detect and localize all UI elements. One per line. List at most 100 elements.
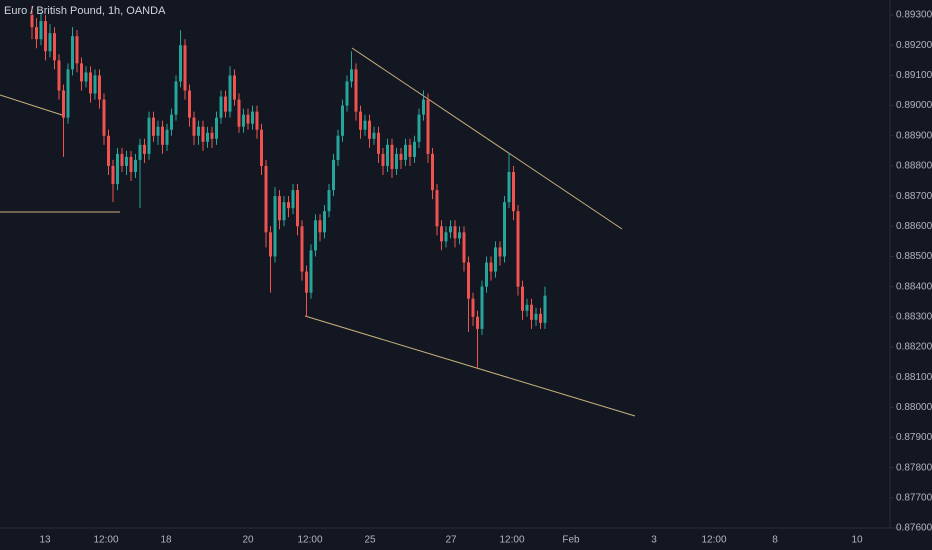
candle-body <box>71 36 74 70</box>
candle-body <box>233 75 236 100</box>
candle-body <box>152 117 155 136</box>
candle-body <box>165 129 169 145</box>
candle-body <box>516 211 520 287</box>
candle-body <box>431 153 434 191</box>
candle-body <box>426 99 430 154</box>
y-tick-label: 0.89100 <box>896 70 932 81</box>
y-tick-label: 0.88700 <box>896 191 932 202</box>
candle-body <box>129 156 133 172</box>
candle-body <box>89 72 92 94</box>
y-tick-label: 0.89000 <box>896 100 932 111</box>
x-tick-label: 12:00 <box>93 535 118 546</box>
x-tick-label: 3 <box>651 535 657 546</box>
candle-body <box>309 250 313 293</box>
candle-body <box>138 144 142 160</box>
candle-body <box>381 153 385 166</box>
candle-body <box>264 165 268 233</box>
candle-body <box>314 220 317 251</box>
y-tick-label: 0.88100 <box>896 372 932 383</box>
candle-body <box>372 132 376 139</box>
candle-body <box>84 72 88 82</box>
candles <box>30 6 547 369</box>
y-tick-label: 0.88000 <box>896 402 932 413</box>
candle-body <box>255 111 259 130</box>
x-tick-label: 27 <box>445 535 457 546</box>
y-tick-label: 0.87800 <box>896 462 932 473</box>
candle-body <box>341 105 344 136</box>
candle-body <box>260 129 263 166</box>
x-tick-label: 10 <box>851 535 863 546</box>
candle-body <box>125 156 128 166</box>
candle-body <box>444 232 448 242</box>
candle-body <box>53 33 56 61</box>
trend-line <box>351 47 623 230</box>
y-tick-label: 0.88300 <box>896 311 932 322</box>
x-tick-label: 12:00 <box>499 535 524 546</box>
y-tick-label: 0.87900 <box>896 432 932 443</box>
candle-body <box>251 111 254 124</box>
candle-body <box>539 313 542 323</box>
candle-body <box>143 144 146 154</box>
candle-body <box>467 262 470 299</box>
candle-body <box>300 226 304 272</box>
x-tick-label: 12:00 <box>297 535 322 546</box>
candle-body <box>390 144 394 169</box>
candle-body <box>98 75 101 100</box>
candle-body <box>215 117 218 139</box>
candle-body <box>318 220 322 233</box>
candle-body <box>408 144 412 157</box>
candle-body <box>57 60 61 91</box>
candle-body <box>161 126 164 145</box>
candle-body <box>489 262 493 272</box>
y-tick-label: 0.87600 <box>896 523 932 534</box>
candle-body <box>327 190 331 212</box>
candle-body <box>93 75 97 94</box>
candle-body <box>417 114 421 142</box>
x-tick-label: 12:00 <box>701 535 726 546</box>
candle-body <box>287 202 290 209</box>
candle-body <box>449 226 452 233</box>
candle-body <box>48 33 52 52</box>
candle-body <box>39 21 43 40</box>
candle-body <box>111 165 115 185</box>
candle-body <box>363 120 367 130</box>
candle-body <box>462 232 466 263</box>
candle-body <box>494 247 497 272</box>
candle-body <box>219 96 223 118</box>
candle-body <box>179 45 182 82</box>
y-tick-label: 0.88500 <box>896 251 932 262</box>
candle-body <box>170 114 173 130</box>
candle-body <box>386 144 389 166</box>
candle-body <box>413 141 416 157</box>
candle-body <box>404 144 407 160</box>
candle-body <box>80 63 83 82</box>
candle-body <box>246 114 250 124</box>
candle-body <box>453 226 457 239</box>
y-tick-label: 0.88600 <box>896 221 932 232</box>
candle-body <box>107 135 110 166</box>
candle-body <box>30 15 34 28</box>
candle-body <box>395 153 398 169</box>
candle-body <box>525 304 529 311</box>
candle-body <box>174 81 178 115</box>
candle-body <box>332 159 335 191</box>
candle-body <box>399 153 403 160</box>
candle-body <box>507 171 511 203</box>
x-tick-label: 18 <box>160 535 172 546</box>
candle-body <box>278 196 281 221</box>
candle-body <box>282 202 286 221</box>
candle-body <box>498 247 502 257</box>
candle-body <box>350 69 353 82</box>
candle-body <box>323 211 326 233</box>
y-tick-label: 0.88800 <box>896 161 932 172</box>
x-tick-label: 13 <box>39 535 51 546</box>
candle-body <box>147 117 151 154</box>
candle-body <box>336 135 340 160</box>
candle-body <box>521 286 524 311</box>
candle-body <box>224 96 227 112</box>
candle-body <box>305 271 308 293</box>
candle-body <box>210 132 214 139</box>
candle-body <box>156 126 160 136</box>
